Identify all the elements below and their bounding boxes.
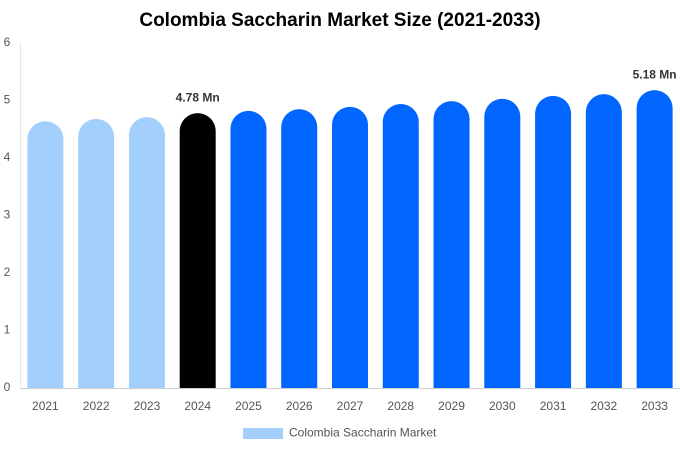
bar	[332, 106, 368, 388]
x-tick-label: 2031	[540, 399, 567, 413]
x-tick-label: 2028	[387, 399, 414, 413]
x-tick-label: 2023	[134, 399, 161, 413]
value-label: 4.78 Mn	[176, 90, 220, 104]
bar	[27, 121, 64, 388]
y-tick-label: 0	[4, 380, 11, 394]
bar	[281, 109, 318, 388]
legend-swatch	[243, 428, 283, 439]
y-tick-label: 6	[4, 35, 11, 49]
x-tick-label: 2030	[489, 399, 516, 413]
bar	[535, 95, 572, 389]
x-tick-label: 2024	[184, 399, 211, 413]
bar	[484, 98, 521, 389]
bar	[433, 101, 470, 388]
bar	[179, 113, 216, 388]
bar	[78, 118, 115, 388]
x-tick-label: 2033	[641, 399, 668, 413]
bar	[230, 110, 267, 388]
y-tick-label: 5	[4, 93, 11, 107]
x-tick-label: 2026	[286, 399, 313, 413]
y-tick-label: 3	[4, 208, 11, 222]
bar	[128, 117, 165, 389]
bar	[585, 94, 622, 389]
value-label: 5.18 Mn	[633, 67, 677, 81]
bar	[382, 103, 419, 388]
x-tick-label: 2022	[83, 399, 110, 413]
x-tick-label: 2032	[590, 399, 617, 413]
chart-title: Colombia Saccharin Market Size (2021-203…	[139, 10, 540, 31]
x-tick-label: 2021	[32, 399, 59, 413]
y-tick-label: 4	[4, 150, 11, 164]
y-tick-label: 1	[4, 323, 11, 337]
y-tick-label: 2	[4, 265, 11, 279]
x-tick-label: 2027	[337, 399, 364, 413]
bar	[636, 90, 673, 388]
x-tick-label: 2025	[235, 399, 262, 413]
legend-label: Colombia Saccharin Market	[289, 426, 437, 440]
x-tick-label: 2029	[438, 399, 465, 413]
